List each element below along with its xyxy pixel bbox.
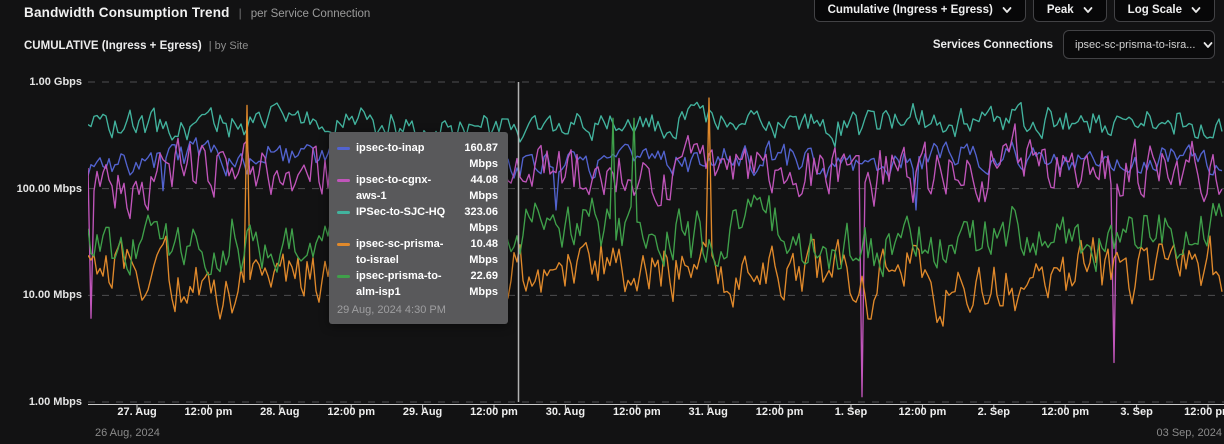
x-range-end: 03 Sep, 2024 — [1156, 427, 1222, 439]
series-line-ipsec-to-cgnx-aws-1 — [88, 123, 1223, 398]
series-color-swatch — [337, 211, 350, 214]
x-tick-label: 30. Aug — [545, 406, 586, 418]
y-tick-label: 100.00 Mbps — [16, 182, 82, 195]
series-line-ipsec-sc-prisma-to-israel — [88, 97, 1223, 327]
services-connections-dropdown[interactable]: ipsec-sc-prisma-to-isra... — [1063, 30, 1215, 59]
panel-header: Bandwidth Consumption Trend | per Service … — [0, 0, 1224, 26]
x-tick-label: 12:00 pm — [470, 406, 518, 418]
x-tick-label: 27. Aug — [117, 406, 157, 418]
tooltip-series-name: IPSec-to-SJC-HQ — [356, 206, 446, 218]
x-tick-label: 12:00 pm — [184, 406, 233, 418]
page-subtitle: per Service Connection — [250, 8, 371, 20]
x-tick-label: 31. Aug — [688, 406, 728, 418]
scale-dropdown-label: Log Scale — [1127, 4, 1182, 16]
chevron-down-icon — [1191, 7, 1201, 13]
title-separator: | — [238, 6, 242, 20]
y-tick-label: 10.00 Mbps — [22, 289, 82, 302]
x-tick-label: 12:00 pm — [898, 406, 947, 418]
tooltip-timestamp: 29 Aug, 2024 4:30 PM — [337, 304, 446, 316]
series-line-IPSec-to-SJC-HQ — [88, 101, 1223, 148]
chevron-down-icon — [1002, 7, 1012, 13]
tooltip-series-value: 44.08 Mbps — [469, 174, 498, 202]
view-mode-label: CUMULATIVE (Ingress + Egress) — [24, 40, 202, 52]
x-tick-label: 29. Aug — [402, 406, 443, 418]
tooltip-series-name: ipsec-to-inap — [356, 142, 425, 154]
page-title: Bandwidth Consumption Trend — [24, 5, 230, 20]
tooltip-row: IPSec-to-SJC-HQ 323.06 Mbps — [337, 204, 498, 236]
series-line-ipsec-prisma-to-alm-isp1 — [88, 117, 1223, 278]
scale-dropdown[interactable]: Log Scale — [1113, 0, 1215, 22]
y-tick-label: 1.00 Mbps — [28, 396, 82, 408]
x-tick-label: 1. Sep — [834, 406, 868, 418]
series-color-swatch — [337, 147, 350, 150]
x-tick-label: 12:00 pm — [327, 406, 376, 418]
tooltip-series-name: ipsec-prisma-to-alm-isp1 — [356, 270, 442, 298]
y-tick-label: 1.00 Gbps — [29, 76, 82, 88]
chart-tooltip: ipsec-to-inap 160.87 Mbps ipsec-to-cgnx-aws… — [329, 132, 508, 324]
x-tick-label: 28. Aug — [260, 406, 300, 418]
chevron-down-icon — [1204, 41, 1213, 48]
x-tick-label: 12:00 pm — [1041, 406, 1090, 418]
view-mode-suffix: | by Site — [208, 40, 249, 52]
x-tick-label: 2. Sep — [977, 406, 1010, 418]
peak-dropdown[interactable]: Peak — [1032, 0, 1107, 22]
peak-dropdown-label: Peak — [1046, 4, 1074, 16]
services-connections-value: ipsec-sc-prisma-to-isra... — [1075, 38, 1196, 51]
tooltip-series-name: ipsec-to-cgnx-aws-1 — [356, 174, 432, 202]
x-range-start: 26 Aug, 2024 — [95, 427, 160, 439]
tooltip-row: ipsec-prisma-to-alm-isp1 22.69 Mbps — [337, 268, 498, 300]
series-color-swatch — [337, 243, 350, 246]
tooltip-series-name: ipsec-sc-prisma-to-israel — [356, 238, 444, 266]
tooltip-series-value: 323.06 Mbps — [464, 206, 498, 234]
tooltip-row: ipsec-to-inap 160.87 Mbps — [337, 140, 498, 172]
tooltip-row: ipsec-to-cgnx-aws-1 44.08 Mbps — [337, 172, 498, 204]
panel-subheader: CUMULATIVE (Ingress + Egress) | by Site S… — [0, 30, 1224, 64]
x-tick-label: 12:00 pm — [1184, 406, 1224, 418]
tooltip-series-value: 22.69 Mbps — [469, 270, 498, 298]
tooltip-series-value: 10.48 Mbps — [469, 238, 498, 266]
x-tick-label: 3. Sep — [1120, 406, 1153, 418]
x-tick-label: 12:00 pm — [612, 406, 661, 418]
aggregation-dropdown-label: Cumulative (Ingress + Egress) — [827, 4, 993, 16]
series-color-swatch — [337, 275, 350, 278]
title-group: Bandwidth Consumption Trend | per Service … — [24, 4, 370, 22]
view-group: CUMULATIVE (Ingress + Egress) | by Site — [24, 36, 248, 54]
series-color-swatch — [337, 179, 350, 182]
services-connections-label: Services Connections — [932, 38, 1053, 51]
chevron-down-icon — [1083, 7, 1093, 13]
aggregation-dropdown[interactable]: Cumulative (Ingress + Egress) — [813, 0, 1026, 22]
tooltip-row: ipsec-sc-prisma-to-israel 10.48 Mbps — [337, 236, 498, 268]
x-tick-label: 12:00 pm — [755, 406, 804, 418]
services-connections-group: Services Connections ipsec-sc-prisma-to-… — [933, 30, 1215, 59]
chart-controls: Cumulative (Ingress + Egress) Peak Log S… — [813, 0, 1215, 22]
series-line-ipsec-to-inap — [88, 137, 1223, 211]
tooltip-series-value: 160.87 Mbps — [464, 142, 498, 170]
